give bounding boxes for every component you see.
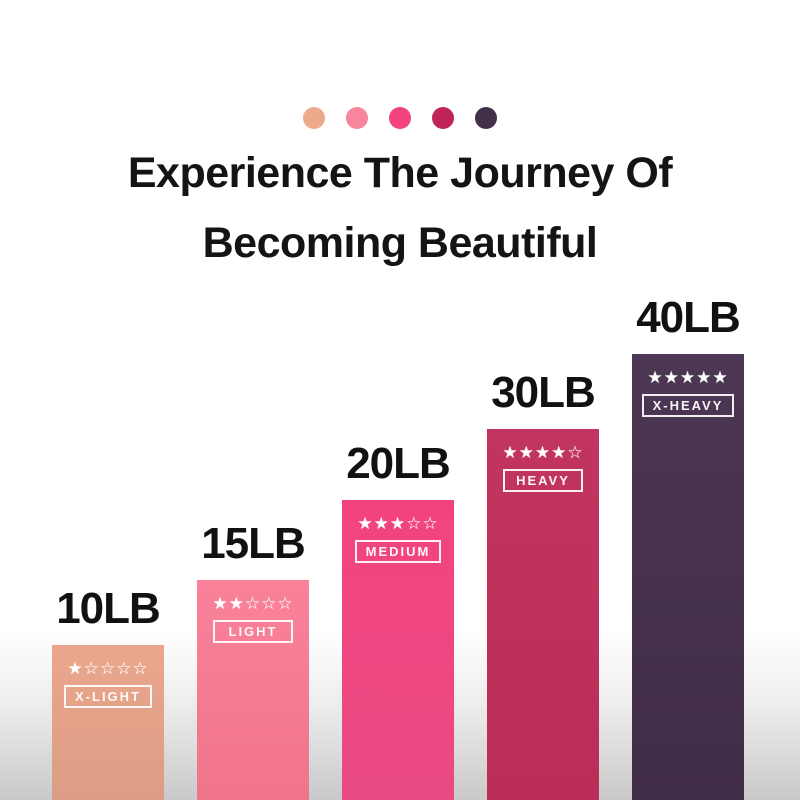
resistance-level-tag: HEAVY	[503, 469, 583, 492]
bar-30lb: 30LB ★★★★☆ HEAVY	[487, 368, 599, 800]
color-palette-dots	[0, 107, 800, 129]
resistance-level-tag: LIGHT	[213, 620, 293, 643]
palette-dot-light	[346, 107, 368, 129]
palette-dot-x-light	[303, 107, 325, 129]
star-rating: ★★★★★	[647, 368, 729, 387]
palette-dot-x-heavy	[475, 107, 497, 129]
resistance-level-tag: X-LIGHT	[64, 685, 152, 708]
resistance-level-tag: X-HEAVY	[641, 394, 735, 417]
bar-weight-label: 15LB	[201, 519, 306, 568]
bar-40lb: 40LB ★★★★★ X-HEAVY	[632, 293, 744, 800]
star-rating: ★★★★☆	[502, 443, 584, 462]
bar-weight-label: 30LB	[491, 368, 596, 417]
star-rating: ★☆☆☆☆	[67, 659, 149, 678]
star-rating: ★★★☆☆	[357, 514, 439, 533]
star-rating: ★★☆☆☆	[212, 594, 294, 613]
palette-dot-heavy	[432, 107, 454, 129]
bar-15lb: 15LB ★★☆☆☆ LIGHT	[197, 519, 309, 800]
bar-weight-label: 20LB	[346, 439, 451, 488]
page-title: Experience The Journey Of Becoming Beaut…	[0, 138, 800, 278]
bar-20lb: 20LB ★★★☆☆ MEDIUM	[342, 439, 454, 800]
page-title-line2: Becoming Beautiful	[202, 219, 598, 267]
bar-weight-label: 10LB	[56, 584, 161, 633]
page-title-line1: Experience The Journey Of	[127, 149, 673, 197]
resistance-level-tag: MEDIUM	[354, 540, 442, 563]
bar-weight-label: 40LB	[636, 293, 741, 342]
palette-dot-medium	[389, 107, 411, 129]
bar-10lb: 10LB ★☆☆☆☆ X-LIGHT	[52, 584, 164, 800]
